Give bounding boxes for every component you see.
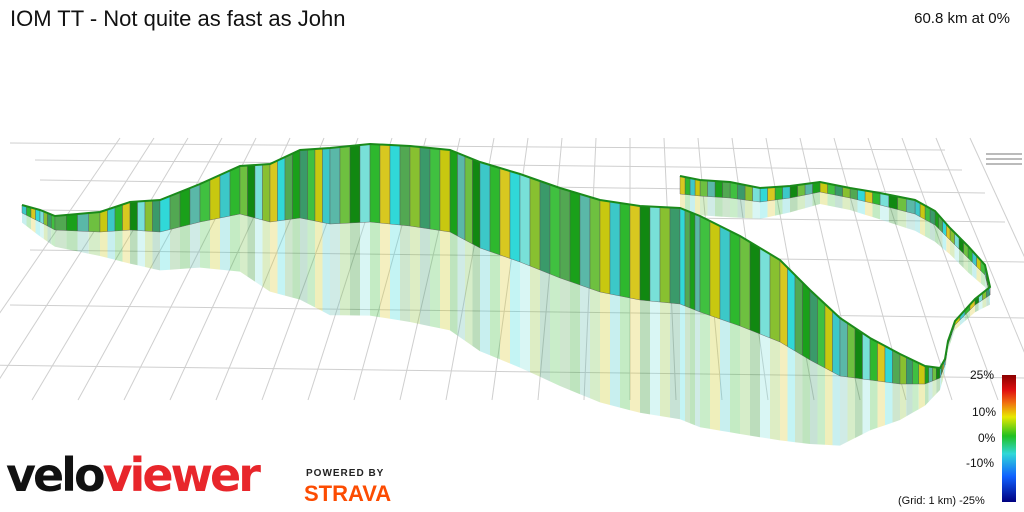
- veloviewer-logo[interactable]: veloviewer: [6, 448, 261, 502]
- distance-summary: 60.8 km at 0%: [914, 10, 1010, 27]
- route-track-line: [21, 142, 992, 370]
- menu-icon[interactable]: [986, 153, 1022, 167]
- route-elevation-walls: [21, 143, 991, 385]
- legend-label-neg10: -10%: [966, 456, 995, 470]
- legend-label-max: 25%: [970, 368, 995, 382]
- powered-by-label: POWERED BY: [306, 468, 385, 479]
- legend-label-0: 0%: [978, 431, 996, 445]
- grid-scale-note: (Grid: 1 km) -25%: [898, 495, 985, 507]
- legend-label-10: 10%: [972, 405, 997, 419]
- legend-label-min: -25%: [959, 495, 985, 507]
- page-title: IOM TT - Not quite as fast as John: [10, 6, 346, 31]
- gradient-legend: [1002, 375, 1016, 502]
- route-reflection: [22, 192, 990, 446]
- strava-logo[interactable]: STRAVA: [304, 481, 392, 506]
